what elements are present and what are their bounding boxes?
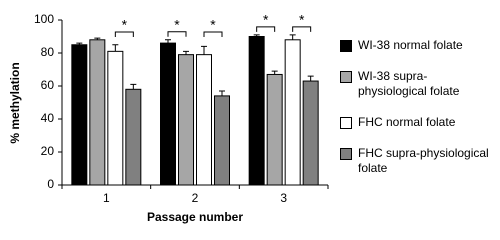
y-tick-label: 40: [41, 111, 55, 125]
y-tick-label: 100: [34, 12, 54, 26]
x-tick-label: 3: [280, 191, 287, 205]
legend-label: FHC normal folate: [358, 115, 456, 129]
bar: [160, 42, 176, 186]
bar: [89, 39, 106, 186]
error-bar: [307, 75, 314, 82]
error-bar: [112, 44, 119, 52]
legend-item: FHC supra-physiological folate: [340, 146, 495, 176]
bar: [71, 44, 88, 186]
error-bar: [253, 34, 260, 37]
error-bar: [183, 50, 189, 55]
bar: [266, 73, 283, 186]
error-bar: [289, 34, 296, 40]
bar: [302, 80, 319, 186]
error-bar: [165, 39, 171, 44]
y-tick-label: 0: [47, 177, 54, 191]
bar: [107, 50, 124, 186]
legend-label: WI-38 supra-physiological folate: [358, 69, 460, 98]
significance-bracket: [256, 26, 276, 32]
x-axis-label: Passage number: [147, 210, 243, 224]
y-tick-label: 80: [41, 45, 55, 59]
significance-bracket: [114, 31, 134, 37]
legend-swatch: [340, 117, 352, 129]
legend-item: WI-38 supra-physiological folate: [340, 69, 495, 99]
significance-label: *: [122, 17, 128, 33]
y-axis-label: % methylation: [8, 62, 22, 143]
significance-label: *: [299, 12, 305, 28]
significance-label: *: [263, 12, 269, 28]
legend-swatch: [340, 148, 352, 160]
legend: WI-38 normal folate WI-38 supra-physiolog…: [340, 38, 495, 192]
significance-label: *: [210, 17, 216, 33]
bar: [178, 54, 194, 186]
error-bar: [271, 70, 278, 75]
bar: [125, 88, 142, 186]
bar: [284, 39, 301, 186]
error-bar: [219, 90, 225, 96]
x-tick-label: 1: [103, 191, 110, 205]
significance-label: *: [174, 17, 180, 33]
legend-label: WI-38 normal folate: [358, 38, 463, 52]
legend-swatch: [340, 40, 352, 52]
error-bar: [130, 83, 137, 90]
y-tick-label: 20: [41, 144, 55, 158]
error-bar: [76, 42, 83, 45]
bar: [196, 54, 212, 186]
significance-bracket: [203, 31, 223, 37]
legend-label: FHC supra-physiological folate: [358, 146, 489, 175]
bar: [214, 95, 230, 186]
bar: [248, 36, 265, 186]
x-tick-label: 2: [192, 191, 199, 205]
error-bar: [94, 37, 101, 40]
significance-bracket: [167, 31, 187, 37]
legend-item: FHC normal folate: [340, 115, 495, 130]
significance-bracket: [292, 26, 312, 32]
y-tick-label: 60: [41, 78, 55, 92]
error-bar: [201, 45, 207, 55]
legend-item: WI-38 normal folate: [340, 38, 495, 53]
legend-swatch: [340, 71, 352, 83]
